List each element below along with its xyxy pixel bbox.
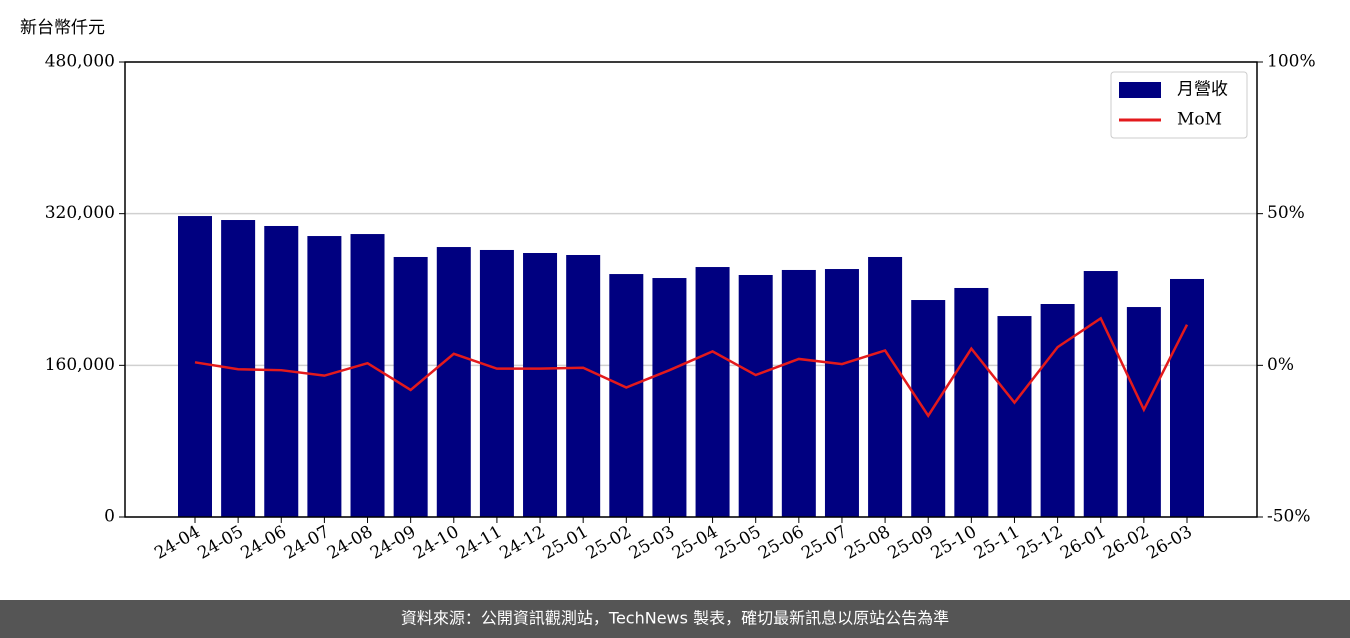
bar xyxy=(954,287,989,517)
plot-frame xyxy=(124,61,1258,518)
bar xyxy=(824,269,859,517)
bar xyxy=(781,269,816,517)
bar xyxy=(997,316,1032,517)
footer-band xyxy=(0,600,1350,638)
bar xyxy=(1040,304,1075,517)
bar xyxy=(479,249,514,518)
bar xyxy=(523,253,558,518)
bar xyxy=(566,254,601,517)
y-tick-label: 160,000 xyxy=(45,355,115,375)
y-tick-label: 320,000 xyxy=(45,203,115,223)
legend-label: MoM xyxy=(1177,110,1222,130)
legend-label: 月營收 xyxy=(1177,80,1228,100)
bar xyxy=(695,267,730,517)
footer: 資料來源：公開資訊觀測站，TechNews 製表，確切最新訊息以原站公告為準 xyxy=(401,609,949,628)
legend-swatch xyxy=(1119,82,1161,98)
legend: 月營收 MoM xyxy=(1110,71,1248,139)
bar xyxy=(609,274,644,517)
y2-tick-label: 50% xyxy=(1267,203,1305,223)
y-tick-label: 480,000 xyxy=(45,52,115,72)
y-axis-label: 新台幣仟元 xyxy=(20,18,105,38)
y2-tick-label: -50% xyxy=(1267,507,1311,527)
bar xyxy=(436,247,471,518)
bar xyxy=(652,278,687,517)
line xyxy=(194,316,1189,418)
bar xyxy=(738,274,773,517)
y-tick-label: 0 xyxy=(104,507,115,527)
bar xyxy=(1170,278,1204,517)
bar xyxy=(393,256,428,517)
bar xyxy=(1083,271,1118,517)
y2-tick-label: 100% xyxy=(1267,52,1316,72)
bar xyxy=(868,256,903,517)
y2-tick-label: 0% xyxy=(1267,355,1294,375)
bar xyxy=(350,234,385,517)
bar xyxy=(911,300,946,517)
bar xyxy=(178,216,212,518)
